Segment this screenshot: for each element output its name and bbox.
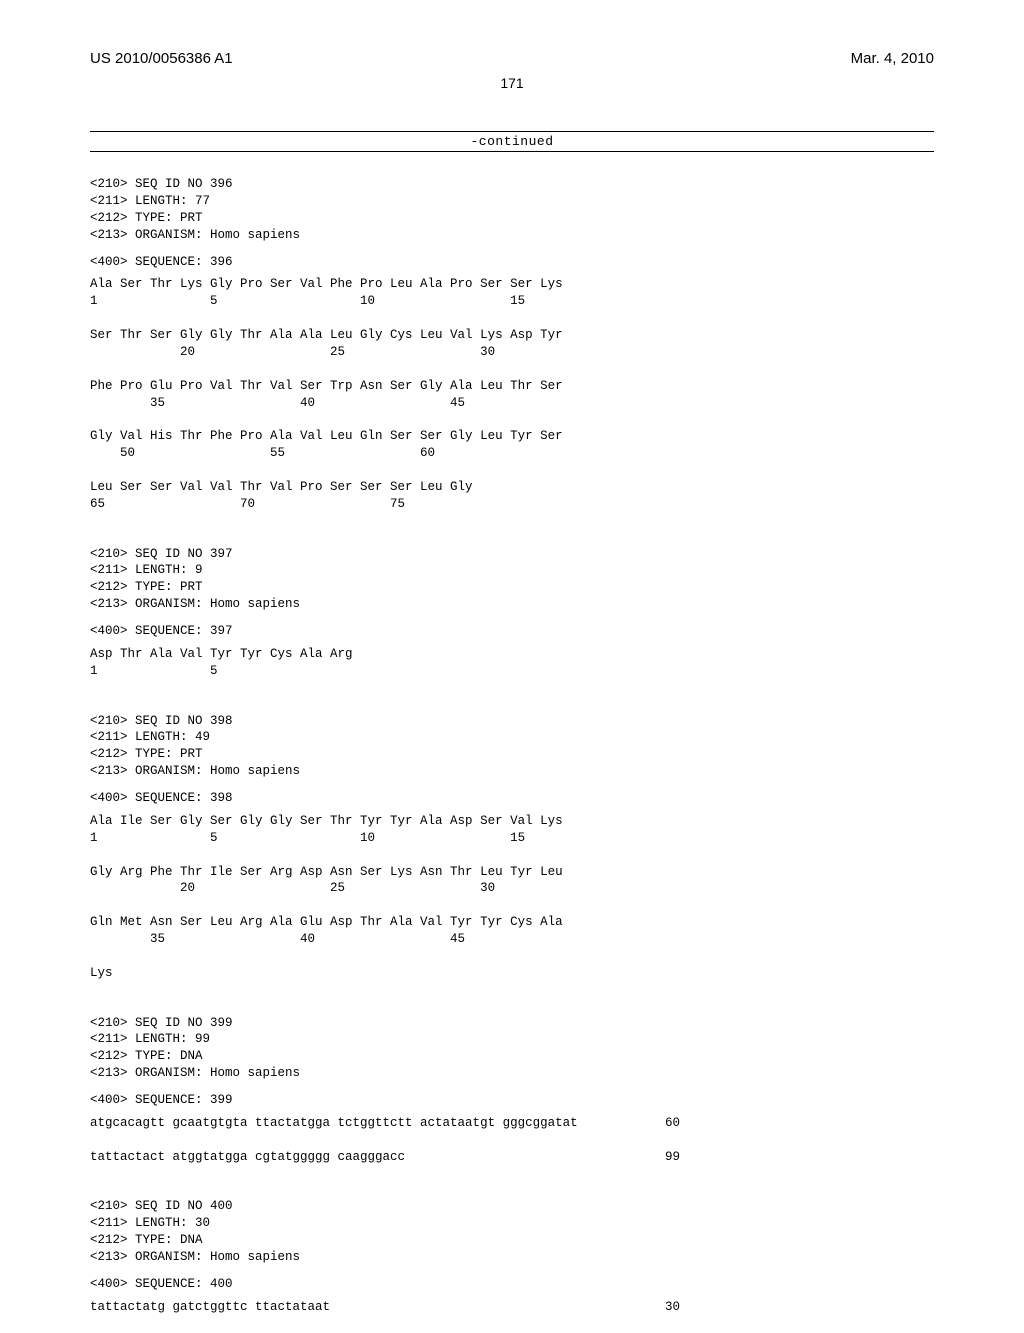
sequence-meta-line: <212> TYPE: DNA [90,1048,934,1065]
publication-date: Mar. 4, 2010 [851,50,934,67]
position-number-line: 20 25 30 [90,880,934,897]
sequence-meta-line: <210> SEQ ID NO 399 [90,1015,934,1032]
position-number-line: 20 25 30 [90,344,934,361]
sequence-block: <210> SEQ ID NO 399<211> LENGTH: 99<212>… [90,1015,934,1183]
sequence-listing: <210> SEQ ID NO 396<211> LENGTH: 77<212>… [90,176,934,1333]
position-number-line: 1 5 10 15 [90,293,934,310]
dna-line: tattactact atggtatgga cgtatggggg caaggga… [90,1149,680,1166]
sequence-meta-line: <211> LENGTH: 30 [90,1215,934,1232]
sequence-meta-line: <210> SEQ ID NO 398 [90,713,934,730]
sequence-meta-line: <213> ORGANISM: Homo sapiens [90,1249,934,1266]
position-number-line: 1 5 10 15 [90,830,934,847]
residue-line: Leu Ser Ser Val Val Thr Val Pro Ser Ser … [90,479,934,496]
position-number-line: 50 55 60 [90,445,934,462]
residue-line: Ala Ile Ser Gly Ser Gly Gly Ser Thr Tyr … [90,813,934,830]
dna-sequence: atgcacagtt gcaatgtgta ttactatgga tctggtt… [90,1115,578,1132]
sequence-meta-line: <213> ORGANISM: Homo sapiens [90,596,934,613]
sequence-header: <400> SEQUENCE: 396 [90,254,934,271]
residue-line: Asp Thr Ala Val Tyr Tyr Cys Ala Arg [90,646,934,663]
sequence-header: <400> SEQUENCE: 399 [90,1092,934,1109]
sequence-meta-line: <211> LENGTH: 49 [90,729,934,746]
residue-line: Ala Ser Thr Lys Gly Pro Ser Val Phe Pro … [90,276,934,293]
continued-label: -continued [90,131,934,152]
sequence-header: <400> SEQUENCE: 398 [90,790,934,807]
dna-position: 99 [665,1149,680,1166]
dna-position: 30 [665,1299,680,1316]
page-header: US 2010/0056386 A1 Mar. 4, 2010 [90,50,934,67]
sequence-header: <400> SEQUENCE: 397 [90,623,934,640]
sequence-header: <400> SEQUENCE: 400 [90,1276,934,1293]
sequence-meta-line: <213> ORGANISM: Homo sapiens [90,227,934,244]
sequence-block: <210> SEQ ID NO 397<211> LENGTH: 9<212> … [90,546,934,697]
publication-number: US 2010/0056386 A1 [90,50,233,67]
sequence-meta-line: <210> SEQ ID NO 397 [90,546,934,563]
sequence-meta-line: <211> LENGTH: 99 [90,1031,934,1048]
sequence-meta-line: <213> ORGANISM: Homo sapiens [90,763,934,780]
residue-line: Phe Pro Glu Pro Val Thr Val Ser Trp Asn … [90,378,934,395]
position-number-line: 35 40 45 [90,931,934,948]
position-number-line: 35 40 45 [90,395,934,412]
sequence-block: <210> SEQ ID NO 398<211> LENGTH: 49<212>… [90,713,934,999]
sequence-meta-line: <212> TYPE: DNA [90,1232,934,1249]
sequence-block: <210> SEQ ID NO 400<211> LENGTH: 30<212>… [90,1198,934,1332]
position-number-line: 65 70 75 [90,496,934,513]
sequence-meta-line: <211> LENGTH: 77 [90,193,934,210]
sequence-meta-line: <210> SEQ ID NO 400 [90,1198,934,1215]
dna-position: 60 [665,1115,680,1132]
dna-line: atgcacagtt gcaatgtgta ttactatgga tctggtt… [90,1115,680,1132]
dna-sequence: tattactatg gatctggttc ttactataat [90,1299,330,1316]
residue-line: Gly Val His Thr Phe Pro Ala Val Leu Gln … [90,428,934,445]
position-number-line: 1 5 [90,663,934,680]
sequence-meta-line: <212> TYPE: PRT [90,746,934,763]
dna-line: tattactatg gatctggttc ttactataat 30 [90,1299,680,1316]
dna-sequence: tattactact atggtatgga cgtatggggg caaggga… [90,1149,405,1166]
sequence-meta-line: <213> ORGANISM: Homo sapiens [90,1065,934,1082]
residue-line: Gln Met Asn Ser Leu Arg Ala Glu Asp Thr … [90,914,934,931]
sequence-meta-line: <210> SEQ ID NO 396 [90,176,934,193]
sequence-meta-line: <211> LENGTH: 9 [90,562,934,579]
residue-line: Gly Arg Phe Thr Ile Ser Arg Asp Asn Ser … [90,864,934,881]
sequence-meta-line: <212> TYPE: PRT [90,210,934,227]
residue-line: Ser Thr Ser Gly Gly Thr Ala Ala Leu Gly … [90,327,934,344]
residue-line: Lys [90,965,934,982]
page-number: 171 [90,75,934,91]
sequence-meta-line: <212> TYPE: PRT [90,579,934,596]
sequence-block: <210> SEQ ID NO 396<211> LENGTH: 77<212>… [90,176,934,530]
